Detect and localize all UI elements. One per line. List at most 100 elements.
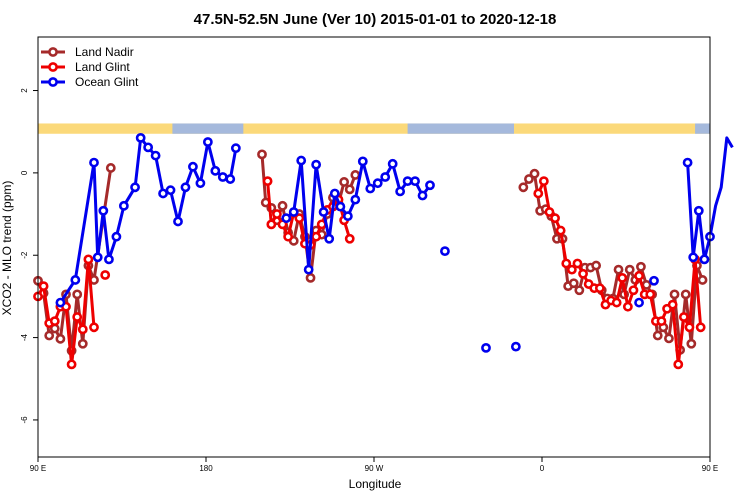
ocean-glint-point [303, 264, 314, 275]
ocean-glint-point [634, 297, 644, 308]
land-nadir-legend-marker [48, 47, 58, 57]
ocean-glint-point [104, 254, 114, 265]
land-nadir-point [529, 168, 540, 179]
y-tick-label: 0 [20, 170, 29, 175]
x-axis-label: Longitude [349, 477, 402, 491]
land-glint-legend-label: Land Glint [75, 60, 130, 74]
chart-title: 47.5N-52.5N June (Ver 10) 2015-01-01 to … [194, 11, 557, 28]
y-tick-label: -6 [20, 416, 29, 424]
land-nadir-point [344, 184, 355, 195]
ocean-glint-point [395, 186, 406, 197]
land-glint-point [344, 233, 355, 244]
land-nadir-point [574, 285, 585, 296]
land-nadir-point [350, 170, 361, 180]
land-glint-point [594, 283, 605, 294]
y-tick-label: -2 [20, 251, 29, 259]
x-axis: 90 E 180 90 W 0 90 E [30, 457, 718, 473]
land-glint-point [538, 176, 549, 187]
land-glint-point [628, 285, 639, 296]
ocean-glint-point [173, 216, 183, 227]
ocean-glint-point [217, 172, 228, 182]
ocean-glint-point [98, 205, 109, 216]
ocean-glint-point [188, 161, 198, 172]
land-glint-point [544, 207, 555, 217]
land-nadir-point [669, 289, 680, 300]
ocean-band [172, 123, 244, 134]
land-nadir-point [305, 272, 316, 283]
land-glint-point [283, 231, 294, 242]
plot-frame [37, 36, 711, 458]
ocean-glint-point [318, 207, 329, 217]
land-glint-point [77, 324, 88, 335]
land-nadir-point [664, 333, 674, 344]
ocean-glint-point [180, 182, 191, 193]
land-glint-point [311, 231, 322, 242]
land-glint-point [645, 289, 656, 300]
land-glint-point [561, 258, 572, 269]
land-glint-point [550, 213, 560, 224]
land-nadir-point [680, 289, 691, 300]
land-nadir-point [55, 333, 66, 344]
ocean-glint-point [357, 156, 368, 167]
land-glint-point [49, 316, 60, 327]
ocean-glint-legend-marker [48, 77, 58, 87]
land-glint-point [673, 359, 684, 370]
land-glint-point [83, 254, 94, 265]
land-glint-point [678, 312, 689, 322]
ocean-glint-point [288, 207, 299, 217]
land-nadir-point [613, 264, 624, 275]
land-nadir-point [624, 264, 635, 275]
land-glint-point [72, 312, 83, 322]
ocean-glint-point [118, 200, 129, 211]
ocean-glint-point [425, 180, 435, 191]
land-glint-point [272, 209, 282, 219]
land-ocean-band [38, 123, 710, 134]
land-glint-point [634, 270, 644, 281]
land-nadir-point [636, 261, 646, 272]
ocean-glint-point [55, 297, 66, 308]
land-nadir-point [652, 330, 663, 341]
ocean-glint-point [135, 132, 146, 143]
land-glint-point [617, 272, 628, 283]
x-tick-label: 90 E [702, 464, 718, 473]
x-tick-label: 90 W [365, 464, 384, 473]
land-nadir-point [44, 330, 55, 341]
land-nadir-point [339, 177, 350, 187]
ocean-glint-point [682, 157, 693, 168]
ocean-glint-point [510, 341, 521, 352]
land-glint-point [656, 316, 667, 327]
ocean-band [407, 123, 514, 134]
ocean-glint-point [402, 176, 413, 187]
ocean-glint-point [365, 183, 376, 194]
ocean-glint-point [230, 143, 241, 154]
ocean-glint-point [165, 185, 176, 196]
land-glint-point [294, 213, 305, 224]
ocean-glint-point [410, 176, 420, 187]
land-glint-point [578, 268, 588, 279]
land-nadir-point [105, 163, 116, 173]
ocean-glint-point [350, 194, 361, 205]
land-glint-point [572, 258, 583, 269]
ocean-glint-legend-label: Ocean Glint [75, 75, 139, 89]
land-nadir-point [277, 200, 288, 211]
ocean-glint-point [417, 190, 428, 201]
ocean-glint-point [693, 205, 704, 216]
ocean-glint-point [210, 165, 221, 176]
y-axis-label: XCO2 - MLO trend (ppm) [0, 181, 14, 316]
land-glint-legend-marker [48, 62, 58, 72]
ocean-glint-point [324, 233, 335, 244]
ocean-glint-point [143, 142, 154, 153]
ocean-glint-point [202, 137, 213, 147]
land-glint-point [667, 299, 678, 310]
series-layer [33, 132, 734, 370]
land-glint-point [684, 322, 695, 333]
land-glint-point [89, 322, 99, 333]
ocean-glint-point [70, 275, 81, 285]
ocean-glint-point [281, 213, 292, 224]
land-glint-point [66, 359, 77, 370]
land-nadir-point [697, 275, 708, 285]
land-nadir-point [524, 174, 534, 184]
ocean-glint-point [150, 150, 161, 161]
